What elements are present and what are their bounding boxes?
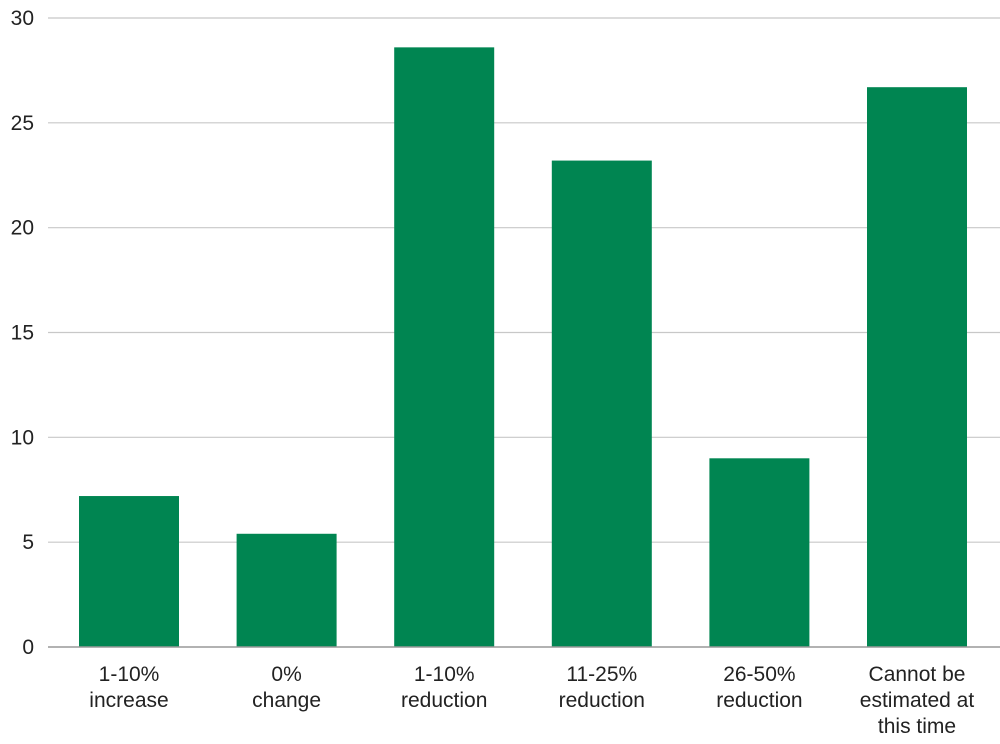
x-category-label-line: 1-10% (99, 663, 160, 686)
x-category-label-line: 11-25% (566, 663, 637, 686)
x-category-label-line: 26-50% (723, 663, 795, 686)
y-tick-label: 20 (11, 217, 34, 240)
y-tick-label: 10 (11, 426, 34, 449)
x-category-label-line: change (252, 689, 321, 712)
x-category-label-line: Cannot be (869, 663, 966, 686)
gridlines (48, 17, 1000, 543)
y-tick-label: 5 (22, 531, 34, 554)
x-category-label-line: estimated at (860, 689, 975, 712)
y-tick-label: 30 (11, 7, 34, 30)
y-tick-label: 0 (22, 636, 34, 659)
x-category-label-line: reduction (559, 689, 645, 712)
x-category-label: 26-50% reduction (716, 663, 802, 712)
bar-3 (551, 160, 652, 647)
y-tick-label: 15 (11, 322, 34, 345)
x-category-label: 0% change (252, 663, 321, 712)
x-category-label-line: increase (89, 689, 168, 712)
bar-2 (394, 47, 495, 647)
y-axis-tick-labels: 0 5 10 15 20 25 30 (11, 7, 34, 659)
x-category-label: Cannot be estimated at this time (860, 663, 975, 738)
y-tick-label: 25 (11, 112, 34, 135)
x-category-label-line: 0% (271, 663, 301, 686)
x-axis-category-labels: 1-10%increase0%change1-10%reduction11-25… (89, 663, 974, 738)
x-category-label-line: reduction (716, 689, 802, 712)
bars (79, 47, 967, 647)
bar-5 (867, 87, 967, 647)
bar-4 (709, 458, 810, 647)
x-category-label: 1-10% reduction (401, 663, 487, 712)
x-category-label-line: reduction (401, 689, 487, 712)
bar-0 (79, 496, 179, 647)
x-category-label-line: 1-10% (414, 663, 475, 686)
x-category-label: 11-25% reduction (559, 663, 645, 712)
x-category-label: 1-10% increase (89, 663, 168, 712)
x-category-label-line: this time (878, 715, 956, 738)
bar-1 (236, 533, 337, 647)
